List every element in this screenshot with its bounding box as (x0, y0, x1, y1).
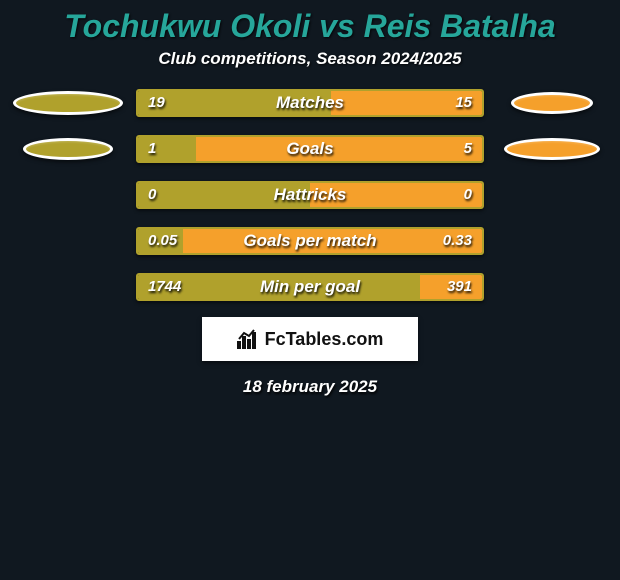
comparison-row: 0Hattricks0 (0, 179, 620, 211)
logo-box: FcTables.com (202, 317, 418, 361)
comparison-row: 1744Min per goal391 (0, 271, 620, 303)
page-title: Tochukwu Okoli vs Reis Batalha (0, 0, 620, 49)
comparison-rows: 19Matches15 1Goals5 0Hattricks0 0.05Goals p… (0, 87, 620, 303)
stat-bar: 0.05Goals per match0.33 (136, 227, 484, 255)
stat-label: Goals per match (138, 229, 482, 253)
logo-text: FcTables.com (265, 329, 384, 350)
comparison-row: 19Matches15 (0, 87, 620, 119)
stat-label: Goals (138, 137, 482, 161)
stat-value-b: 0.33 (443, 229, 472, 253)
stat-value-b: 5 (464, 137, 472, 161)
ellipse-slot-left (0, 91, 136, 115)
date-line: 18 february 2025 (0, 377, 620, 397)
ellipse-slot-left (0, 138, 136, 160)
stat-bar: 1744Min per goal391 (136, 273, 484, 301)
stat-bar: 19Matches15 (136, 89, 484, 117)
stat-value-b: 391 (447, 275, 472, 299)
stat-value-b: 0 (464, 183, 472, 207)
stat-bar: 0Hattricks0 (136, 181, 484, 209)
player-a-ellipse (23, 138, 113, 160)
stat-value-b: 15 (455, 91, 472, 115)
ellipse-slot-right (484, 92, 620, 114)
comparison-row: 0.05Goals per match0.33 (0, 225, 620, 257)
player-b-ellipse (511, 92, 593, 114)
page-subtitle: Club competitions, Season 2024/2025 (0, 49, 620, 87)
stat-bar: 1Goals5 (136, 135, 484, 163)
stat-label: Hattricks (138, 183, 482, 207)
player-b-ellipse (504, 138, 600, 160)
player-a-ellipse (13, 91, 123, 115)
chart-icon (237, 329, 259, 349)
ellipse-slot-right (484, 138, 620, 160)
stat-label: Matches (138, 91, 482, 115)
stat-label: Min per goal (138, 275, 482, 299)
comparison-row: 1Goals5 (0, 133, 620, 165)
